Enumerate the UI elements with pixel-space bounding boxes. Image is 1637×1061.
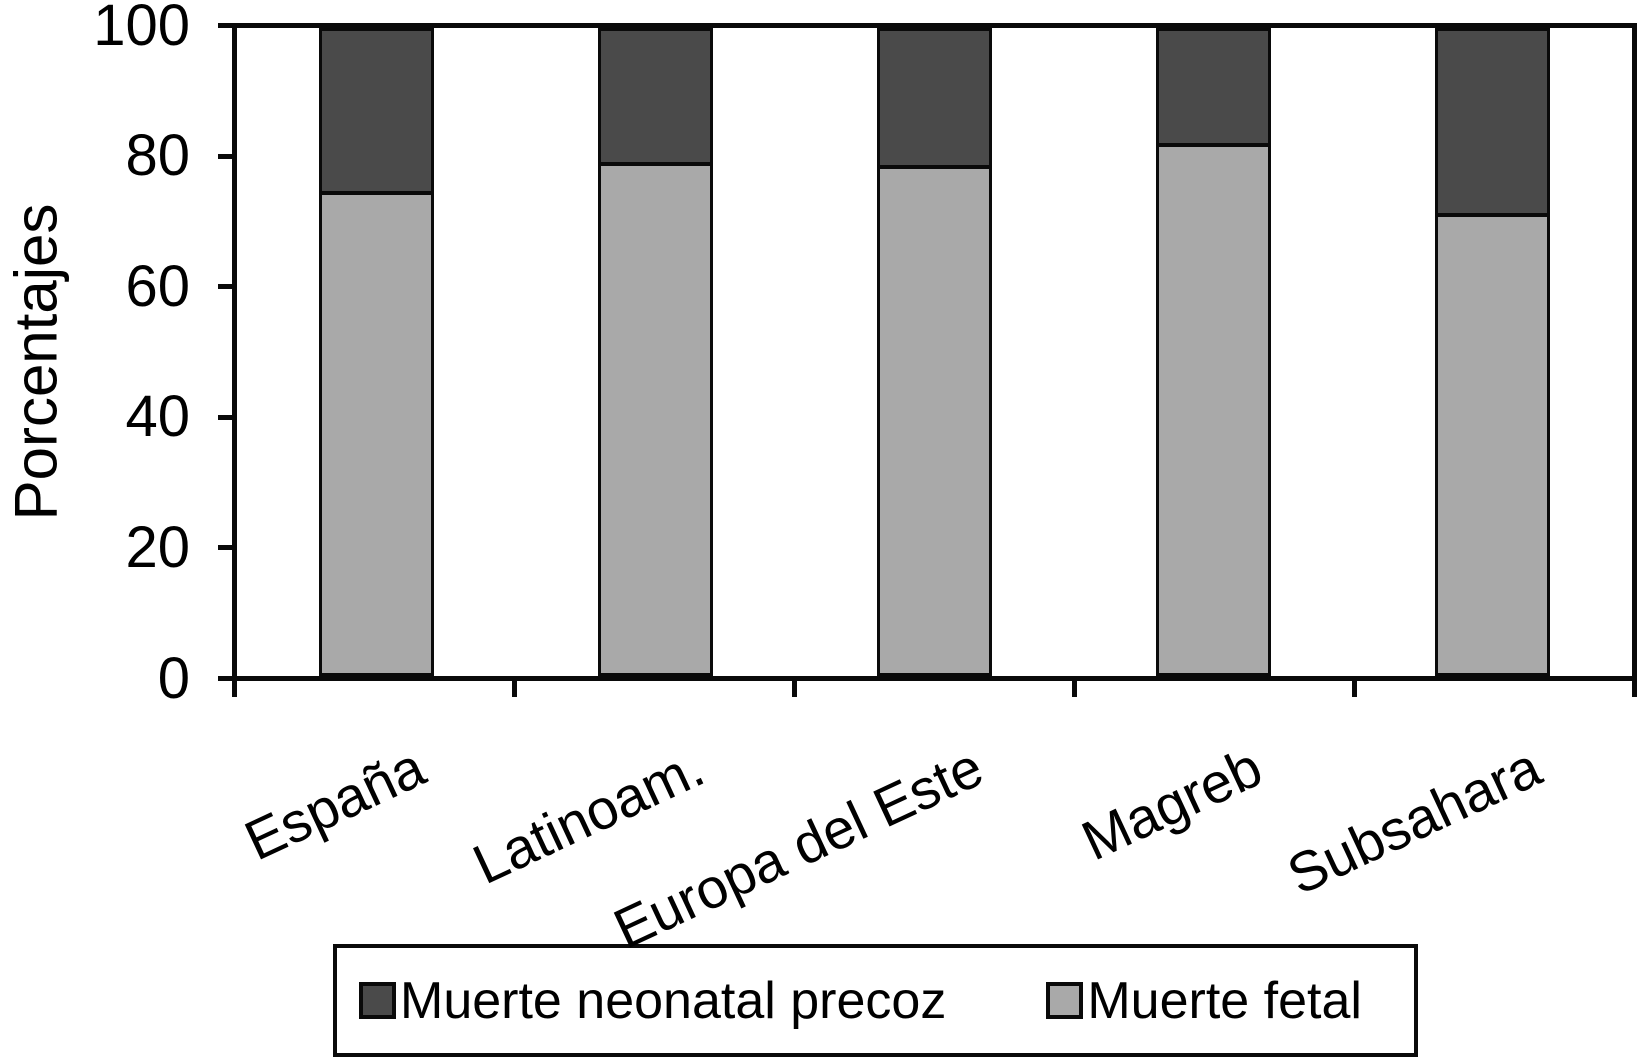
- bar-latinoam-: [598, 28, 713, 676]
- y-tick-label: 60: [125, 253, 190, 319]
- x-axis-tick: [1351, 681, 1357, 697]
- bar-espa-a: [319, 28, 434, 676]
- bar-segment-fetal: [1438, 217, 1547, 673]
- legend-item-label: Muerte fetal: [1087, 971, 1362, 1030]
- y-axis-tick: [218, 284, 234, 290]
- bar-segment-neonatal: [601, 31, 710, 166]
- x-category-label: Magreb: [1071, 734, 1271, 873]
- y-axis-tick: [218, 414, 234, 420]
- bar-subsahara: [1435, 28, 1550, 676]
- x-axis-tick: [791, 681, 797, 697]
- x-axis-tick: [232, 681, 237, 697]
- y-axis-tick: [218, 153, 234, 159]
- x-axis-tick: [1631, 681, 1637, 697]
- bar-europa-del-este: [877, 28, 992, 676]
- bar-segment-fetal: [322, 194, 431, 673]
- bar-segment-fetal: [601, 165, 710, 673]
- bar-segment-fetal: [880, 169, 989, 673]
- bar-segment-neonatal: [1438, 31, 1547, 218]
- y-axis-title: Porcentajes: [2, 203, 70, 521]
- x-axis-tick: [1071, 681, 1077, 697]
- y-axis-tick: [218, 545, 234, 551]
- x-category-label: España: [234, 734, 434, 873]
- bar-magreb: [1156, 28, 1271, 676]
- legend-item: Muerte fetal: [1046, 971, 1362, 1031]
- x-axis-tick: [511, 681, 517, 697]
- y-tick-label: 0: [157, 645, 190, 711]
- legend-marker-swatch: [1046, 982, 1084, 1019]
- legend: Muerte neonatal precoz Muerte fetal: [333, 944, 1418, 1057]
- y-tick-label: 20: [125, 514, 190, 580]
- y-axis-tick: [218, 23, 234, 28]
- bar-segment-neonatal: [880, 31, 989, 170]
- x-category-label: Subsahara: [1277, 734, 1550, 907]
- legend-item-label: Muerte neonatal precoz: [400, 971, 947, 1030]
- y-axis-tick: [218, 676, 234, 681]
- y-tick-label: 40: [125, 384, 190, 450]
- legend-item: Muerte neonatal precoz: [359, 971, 946, 1031]
- bar-segment-fetal: [1159, 146, 1268, 673]
- bar-segment-neonatal: [322, 31, 431, 195]
- legend-marker-swatch: [359, 982, 396, 1019]
- bar-segment-neonatal: [1159, 31, 1268, 147]
- y-tick-label: 80: [125, 123, 190, 189]
- plot-area: [232, 23, 1637, 681]
- y-tick-label: 100: [93, 0, 190, 58]
